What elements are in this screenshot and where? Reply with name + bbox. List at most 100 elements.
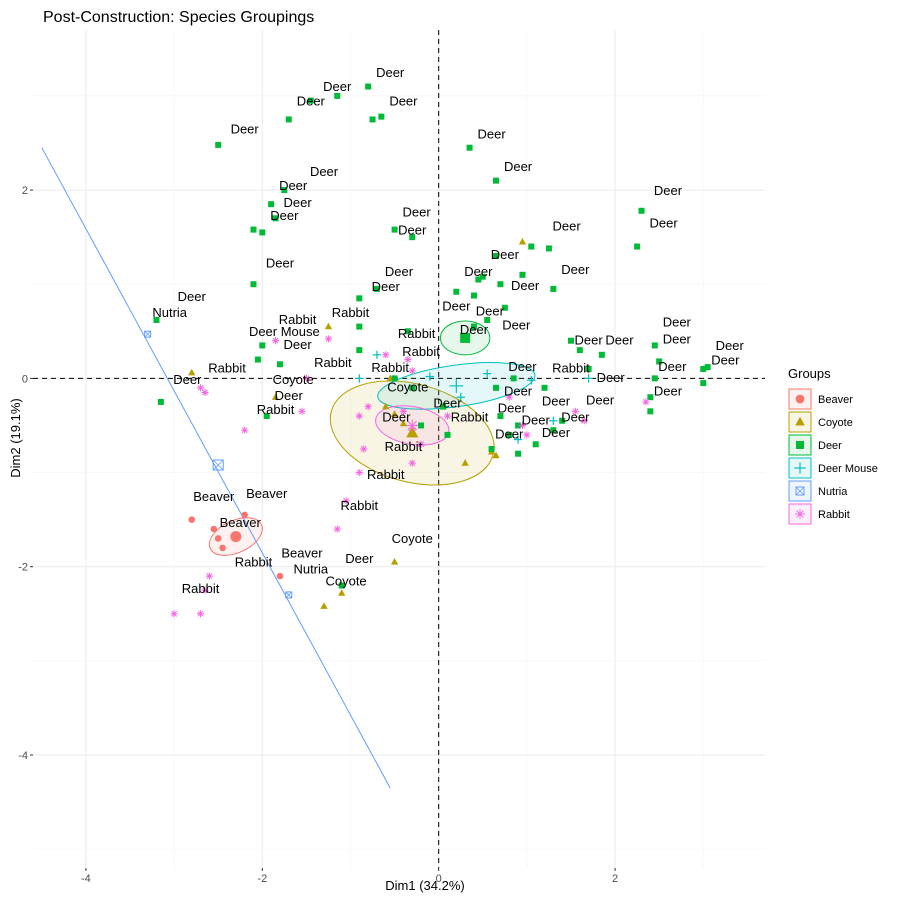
point-label: Deer — [575, 332, 604, 347]
point-label: Deer — [389, 93, 418, 108]
point-label: Deer — [270, 208, 299, 223]
deer-point — [656, 358, 663, 365]
y-axis-title: Dim2 (19.1%) — [8, 398, 23, 477]
deer-point — [493, 384, 500, 391]
coyote-point — [324, 322, 333, 330]
deer-point — [515, 450, 522, 457]
point-label: Deer — [597, 370, 626, 385]
nutria-centroid-box — [212, 459, 224, 471]
point-label: Deer — [504, 383, 533, 398]
point-label: Deer — [433, 396, 462, 411]
nutria-point — [285, 591, 293, 599]
deer-point — [515, 422, 522, 429]
coyote-point — [492, 451, 500, 459]
rabbit-point — [364, 403, 372, 411]
point-label: Rabbit — [341, 498, 379, 513]
point-label: Deer — [372, 279, 401, 294]
point-label: Deer — [663, 315, 692, 330]
deer-point — [700, 365, 707, 372]
point-label: Deer — [561, 410, 590, 425]
rabbit-point — [417, 440, 425, 448]
point-label: Deer — [522, 413, 551, 428]
deer-point — [634, 243, 641, 250]
rabbit-point — [505, 393, 513, 401]
rabbit-point — [324, 335, 333, 343]
nutria-point-d2 — [285, 591, 293, 599]
deer-mouse-point — [527, 376, 536, 385]
legend-symbol-beaver — [795, 394, 805, 404]
point-label: Deer — [382, 410, 411, 425]
point-label: Deer — [552, 219, 581, 234]
point-label: Nutria — [152, 305, 187, 320]
point-label: Beaver — [281, 545, 323, 560]
coyote-point — [390, 558, 399, 565]
y-tick-label: 0 — [22, 373, 28, 385]
coyote-point — [382, 402, 390, 410]
deer-mouse-point — [456, 393, 465, 402]
legend-item-nutria: Nutria — [788, 480, 848, 502]
point-label: Nutria — [293, 561, 328, 576]
rabbit-point-d — [202, 587, 208, 594]
legend-symbol-coyote — [795, 416, 805, 426]
rabbit-point-d — [360, 446, 367, 452]
coyote-point — [518, 237, 527, 245]
point-label: Deer — [398, 222, 427, 237]
rabbit-point — [580, 417, 588, 425]
deer-point — [475, 276, 482, 283]
point-label: Rabbit — [314, 355, 352, 370]
coyote-point — [390, 410, 399, 417]
deer-point — [307, 97, 314, 104]
rabbit-point — [355, 468, 363, 477]
point-label: Coyote — [392, 531, 433, 546]
rabbit-point — [360, 445, 368, 453]
point-label: Deer — [498, 400, 527, 415]
beaver-point — [219, 544, 226, 552]
deer-mouse-point — [425, 372, 435, 381]
point-label: Deer — [504, 159, 533, 174]
deer-centroid — [460, 332, 471, 343]
beaver-point — [188, 516, 196, 523]
point-label: Deer — [345, 551, 374, 566]
deer-point — [704, 364, 711, 371]
point-label: Rabbit — [385, 439, 423, 454]
nutria-line — [41, 147, 391, 789]
rabbit-centroid — [406, 419, 419, 432]
rabbit-point — [170, 610, 178, 618]
point-label: Deer — [495, 427, 524, 442]
coyote-point — [271, 393, 280, 400]
point-label: Deer Mouse — [249, 324, 320, 339]
point-label: Deer — [658, 359, 687, 374]
deer-point — [638, 207, 645, 214]
deer-point — [365, 83, 372, 90]
rabbit-point-d — [523, 431, 530, 438]
rabbit-point-d — [356, 469, 363, 476]
deer-point — [418, 422, 425, 429]
deer-point — [356, 323, 363, 330]
legend-symbol-deer-mouse — [794, 462, 806, 474]
point-label: Deer — [442, 299, 471, 314]
coyote-centroid — [406, 426, 419, 438]
deer-point — [263, 413, 270, 420]
nutria-point — [144, 330, 152, 338]
point-label: Deer — [542, 394, 571, 409]
point-label: Rabbit — [235, 555, 273, 570]
deer-point — [528, 243, 535, 250]
x-tick-label: -4 — [81, 873, 91, 885]
point-label: Deer — [323, 79, 352, 94]
beaver-centroid — [230, 531, 242, 543]
deer-point — [484, 317, 491, 324]
deer-point — [276, 361, 283, 368]
deer-point — [545, 245, 552, 252]
rabbit-point-d — [404, 356, 411, 363]
data-points — [144, 83, 711, 618]
deer-point — [259, 229, 266, 236]
deer-point — [466, 144, 473, 151]
legend-label-coyote: Coyote — [818, 417, 853, 429]
legend-item-deer-mouse: Deer Mouse — [788, 457, 878, 479]
point-label: Rabbit — [367, 467, 405, 482]
deer-point — [215, 141, 222, 148]
deer-mouse-point — [549, 416, 558, 425]
point-label: Deer — [231, 122, 260, 137]
point-label: Beaver — [220, 515, 262, 530]
deer-mouse-centroid — [449, 378, 464, 393]
